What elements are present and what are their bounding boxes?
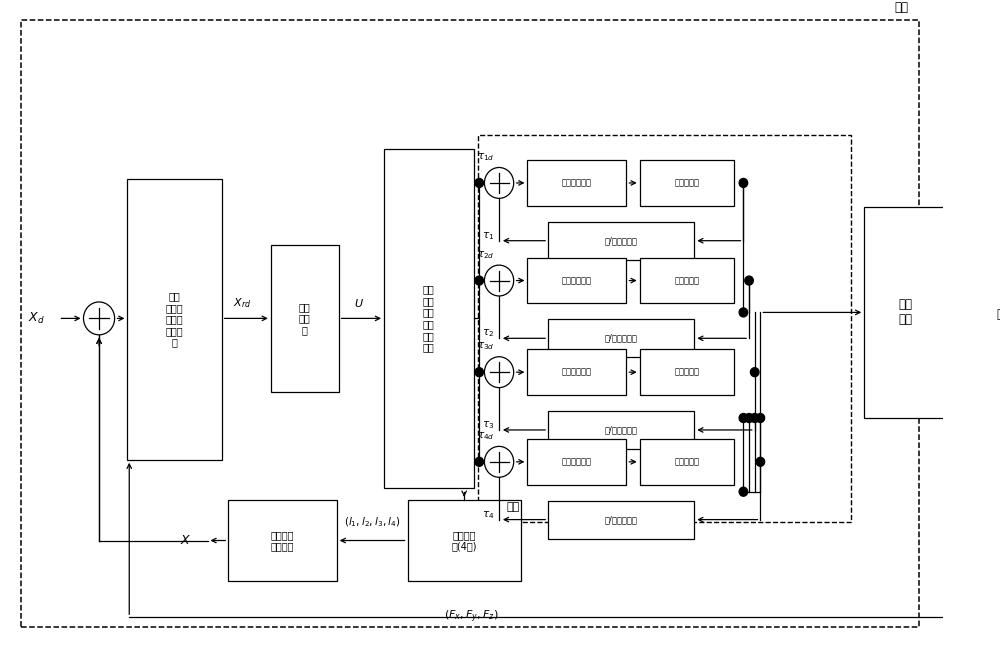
Bar — [640, 349, 734, 395]
Bar — [527, 439, 626, 485]
Text: $\tau_{1}$: $\tau_{1}$ — [482, 230, 494, 242]
Text: 关节力控制器: 关节力控制器 — [562, 276, 592, 285]
Text: $\tau_{4d}$: $\tau_{4d}$ — [477, 430, 494, 442]
Circle shape — [475, 276, 483, 285]
Text: 环境: 环境 — [997, 308, 1000, 321]
Bar — [228, 500, 337, 581]
Bar — [548, 319, 694, 357]
Circle shape — [739, 487, 748, 496]
Text: $\tau_{4}$: $\tau_{4}$ — [482, 508, 494, 520]
Bar — [864, 207, 947, 418]
Bar — [640, 258, 734, 304]
Bar — [527, 160, 626, 206]
Bar — [127, 179, 222, 460]
Circle shape — [745, 276, 753, 285]
Text: $\tau_{1d}$: $\tau_{1d}$ — [477, 151, 494, 163]
Text: $X$: $X$ — [180, 534, 192, 547]
Bar — [548, 411, 694, 449]
Text: 关节力控制器: 关节力控制器 — [562, 368, 592, 377]
Bar — [527, 258, 626, 304]
Bar — [640, 160, 734, 206]
Text: 力/力矩传感器: 力/力矩传感器 — [605, 425, 638, 434]
Bar — [384, 149, 474, 488]
Circle shape — [475, 368, 483, 377]
Bar — [971, 229, 1000, 400]
Text: 液压作动器: 液压作动器 — [674, 276, 699, 285]
Circle shape — [756, 413, 765, 423]
Bar — [527, 349, 626, 395]
Circle shape — [750, 413, 759, 423]
Text: 液压作动器: 液压作动器 — [674, 368, 699, 377]
Text: $X_d$: $X_d$ — [28, 311, 45, 326]
Circle shape — [475, 458, 483, 466]
Circle shape — [750, 368, 759, 377]
Text: 位移传感
器(4组): 位移传感 器(4组) — [451, 530, 477, 551]
Text: 力/力矩传感器: 力/力矩传感器 — [605, 334, 638, 343]
Circle shape — [756, 458, 765, 466]
Text: 仿生
单腿: 仿生 单腿 — [899, 298, 913, 326]
Text: 液压作动器: 液压作动器 — [674, 458, 699, 466]
Text: 基于
接触力
信息的
轨迹修
正: 基于 接触力 信息的 轨迹修 正 — [166, 291, 183, 348]
Text: $\tau_{2d}$: $\tau_{2d}$ — [477, 249, 494, 260]
Text: $U$: $U$ — [354, 298, 364, 310]
Text: $\tau_{3}$: $\tau_{3}$ — [482, 419, 494, 431]
Circle shape — [745, 413, 753, 423]
Text: $\tau_{3d}$: $\tau_{3d}$ — [477, 341, 494, 352]
Circle shape — [739, 413, 748, 423]
Text: 基于
扩展
雅克
比的
冗余
优化: 基于 扩展 雅克 比的 冗余 优化 — [423, 284, 435, 353]
Circle shape — [739, 308, 748, 317]
Text: 力/力矩传感器: 力/力矩传感器 — [605, 236, 638, 246]
Bar — [640, 439, 734, 485]
Text: $X_{rd}$: $X_{rd}$ — [233, 296, 252, 310]
Bar — [478, 135, 851, 522]
Text: 关节力控制器: 关节力控制器 — [562, 458, 592, 466]
Text: 液压作动器: 液压作动器 — [674, 179, 699, 187]
Text: $\tau_{2}$: $\tau_{2}$ — [482, 327, 494, 339]
Text: $(l_1, l_2, l_3, l_4)$: $(l_1, l_2, l_3, l_4)$ — [344, 516, 400, 529]
Text: 自抗
扰控
制: 自抗 扰控 制 — [299, 302, 311, 335]
Bar — [548, 222, 694, 260]
Text: 力/力矩传感器: 力/力矩传感器 — [605, 515, 638, 524]
Circle shape — [739, 179, 748, 187]
Bar — [548, 500, 694, 539]
Bar — [271, 245, 339, 392]
Text: $(F_x, F_y, F_z)$: $(F_x, F_y, F_z)$ — [444, 609, 499, 626]
Bar — [408, 500, 521, 581]
Text: 内环: 内环 — [507, 502, 520, 512]
Circle shape — [475, 179, 483, 187]
Text: 外环: 外环 — [895, 1, 909, 14]
Text: 关节力控制器: 关节力控制器 — [562, 179, 592, 187]
Text: 单腿机构
正运动学: 单腿机构 正运动学 — [271, 530, 294, 551]
